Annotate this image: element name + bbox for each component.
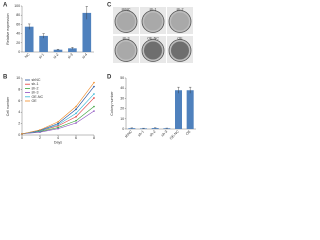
x-tick-label: sh-3 [160, 130, 168, 138]
bar [128, 128, 136, 129]
bar [82, 12, 92, 52]
x-tick-label: si-1 [38, 53, 45, 60]
well-label: shNC [122, 7, 131, 11]
y-axis-label: Colony number [110, 91, 114, 116]
x-tick-label: sh-1 [137, 130, 145, 138]
x-tick-label: 8 [93, 136, 95, 140]
y-tick-label: 20 [16, 41, 20, 45]
y-tick-label: 80 [16, 13, 20, 17]
point [75, 112, 77, 115]
y-tick-label: 40 [120, 86, 124, 90]
y-tick-label: 0 [122, 127, 124, 131]
x-tick-label: shNC [124, 129, 133, 138]
x-tick-label: sh-2 [149, 130, 157, 138]
y-axis-label: Relative expression [6, 13, 10, 44]
series-line [21, 106, 95, 135]
y-tick-label: 10 [16, 76, 20, 80]
point [75, 105, 77, 108]
point [57, 125, 59, 127]
y-tick-label: 30 [120, 96, 124, 100]
legend-label: OE-NC [32, 95, 44, 99]
bar [175, 90, 182, 129]
point [93, 85, 95, 88]
x-tick-label: 6 [75, 136, 77, 140]
y-tick-label: 2 [18, 122, 20, 126]
well-label: OE-NC [147, 36, 159, 40]
point [93, 105, 95, 108]
point [21, 133, 23, 135]
x-tick-label: NC [24, 52, 31, 59]
y-tick-label: 4 [18, 110, 20, 114]
point [93, 110, 95, 112]
well-inner [144, 41, 162, 60]
point [57, 123, 59, 126]
panel-label: B [3, 75, 8, 81]
x-axis-label: Days [54, 140, 62, 144]
point [57, 127, 59, 130]
legend-label: sh-3 [32, 91, 39, 95]
point [75, 119, 77, 122]
bar [39, 35, 48, 52]
panel-label: C [107, 3, 112, 9]
point [93, 81, 95, 84]
point [75, 108, 77, 111]
panel-label: A [3, 3, 8, 9]
y-tick-label: 50 [120, 76, 124, 80]
y-tick-label: 40 [16, 32, 20, 36]
point [75, 122, 77, 124]
x-tick-label: OE-NC [169, 129, 180, 140]
y-tick-label: 6 [18, 99, 20, 103]
well-inner [171, 12, 189, 31]
y-axis-label: Cell number [6, 96, 10, 116]
legend-label: shNC [32, 78, 41, 82]
y-tick-label: 0 [18, 133, 20, 137]
well-inner [171, 41, 189, 60]
x-tick-label: 0 [21, 136, 23, 140]
bar [163, 128, 171, 129]
x-tick-label: si-2 [52, 53, 59, 60]
bar [68, 48, 77, 52]
point [57, 121, 59, 123]
well-inner [117, 12, 135, 31]
bar [53, 49, 63, 52]
legend-label: sh-1 [32, 82, 39, 86]
x-tick-label: 4 [57, 136, 59, 140]
point [57, 126, 59, 129]
point [39, 129, 41, 131]
well-label: OE [177, 36, 183, 40]
bar [151, 128, 159, 129]
point [93, 93, 95, 95]
y-tick-label: 60 [16, 22, 20, 26]
point [57, 122, 59, 125]
legend-label: OE [32, 99, 38, 103]
well-label: sh-2 [177, 7, 184, 11]
y-tick-label: 0 [18, 50, 20, 54]
well-label: sh-1 [150, 7, 157, 11]
y-tick-label: 20 [120, 107, 124, 111]
y-tick-label: 100 [14, 4, 20, 8]
bar [24, 26, 34, 52]
point [39, 131, 41, 133]
x-tick-label: si-3 [67, 53, 74, 60]
bar [186, 90, 194, 129]
legend-label: sh-2 [32, 86, 39, 90]
x-tick-label: si-4 [81, 53, 88, 60]
panel-label: D [107, 75, 112, 81]
bar [140, 128, 147, 129]
well-inner [117, 41, 135, 60]
x-tick-label: 2 [39, 136, 41, 140]
point [39, 130, 41, 132]
point [75, 115, 77, 118]
y-tick-label: 10 [120, 117, 124, 121]
y-tick-label: 8 [18, 87, 20, 91]
well-label: sh-3 [123, 36, 130, 40]
point [93, 97, 95, 99]
x-tick-label: OE [185, 129, 192, 136]
well-inner [144, 12, 162, 31]
